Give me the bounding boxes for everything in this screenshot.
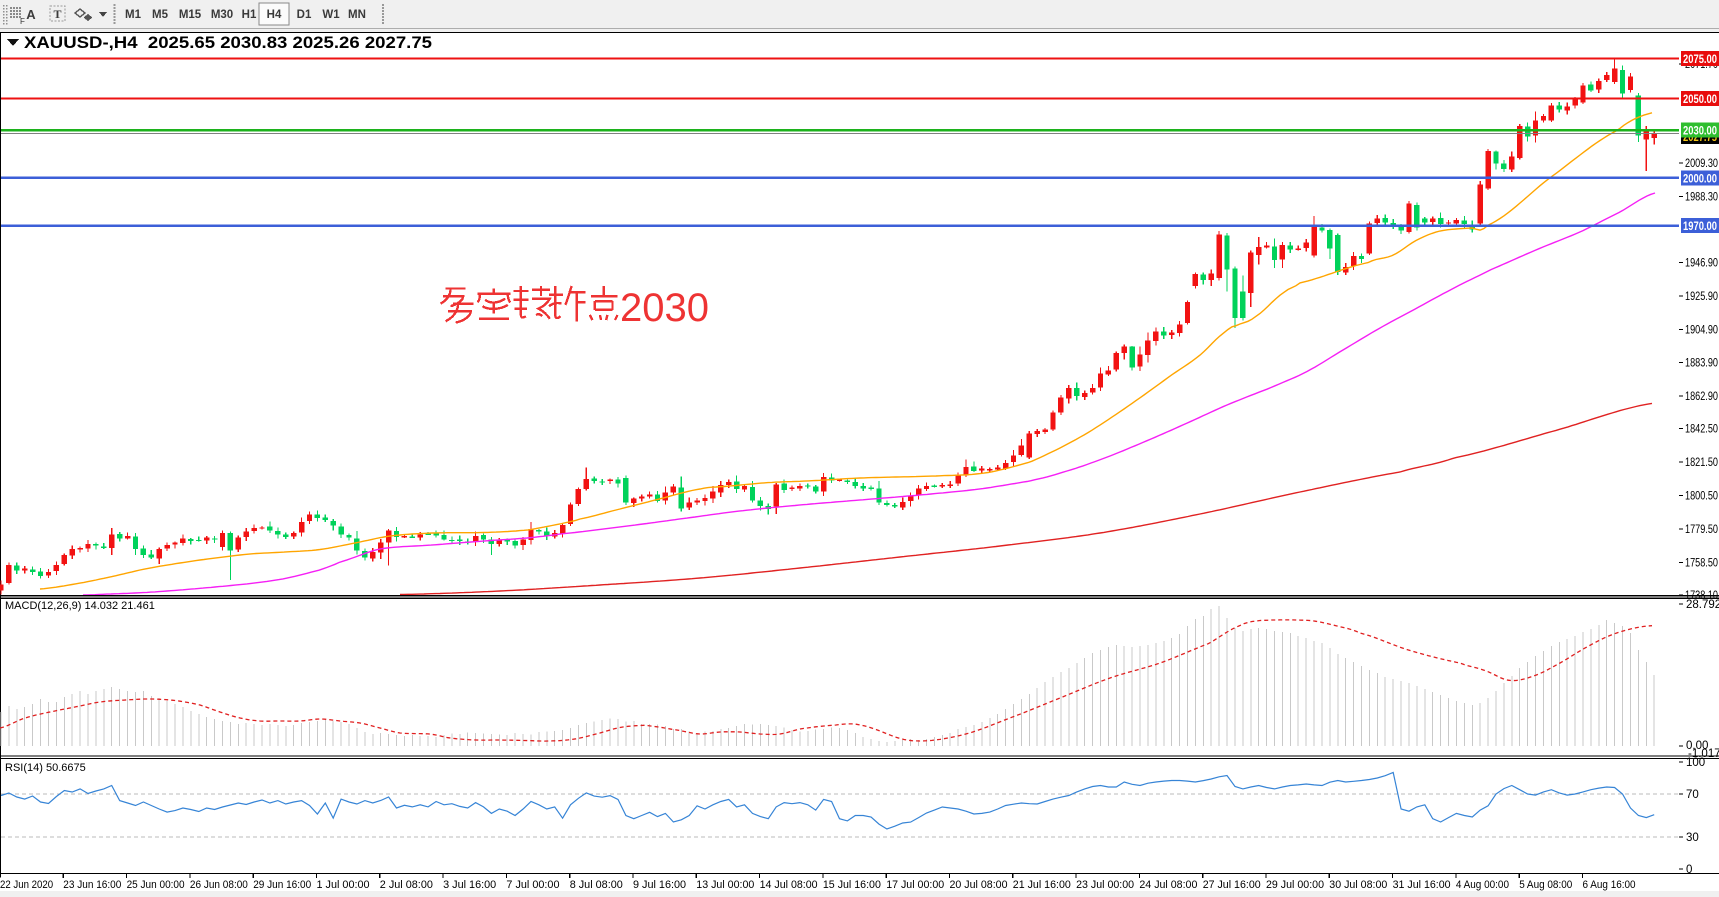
svg-text:2075.00: 2075.00 <box>1683 54 1717 66</box>
svg-text:27 Jul 16:00: 27 Jul 16:00 <box>1203 879 1261 891</box>
svg-text:H1: H1 <box>242 9 257 21</box>
svg-text:2000.00: 2000.00 <box>1683 173 1717 185</box>
svg-text:1779.50: 1779.50 <box>1685 524 1718 536</box>
svg-text:2050.00: 2050.00 <box>1683 94 1717 106</box>
svg-text:1738.10: 1738.10 <box>1685 590 1718 602</box>
svg-text:1988.30: 1988.30 <box>1685 192 1718 204</box>
svg-text:-1.017: -1.017 <box>1688 748 1719 760</box>
svg-text:1883.90: 1883.90 <box>1685 358 1718 370</box>
svg-text:26 Jun 08:00: 26 Jun 08:00 <box>190 879 248 891</box>
svg-text:W1: W1 <box>322 9 340 21</box>
svg-text:T: T <box>53 7 61 21</box>
svg-text:H4: H4 <box>267 9 282 21</box>
svg-text:20 Jul 08:00: 20 Jul 08:00 <box>950 879 1008 891</box>
svg-text:M1: M1 <box>125 9 142 21</box>
svg-text:1946.90: 1946.90 <box>1685 257 1718 269</box>
svg-text:24 Jul 08:00: 24 Jul 08:00 <box>1139 879 1197 891</box>
svg-text:RSI(14) 50.6675: RSI(14) 50.6675 <box>5 762 86 774</box>
svg-text:2030: 2030 <box>620 286 709 330</box>
svg-text:F: F <box>20 17 25 26</box>
svg-text:6 Aug 16:00: 6 Aug 16:00 <box>1583 879 1636 891</box>
svg-text:0.00: 0.00 <box>1686 740 1708 752</box>
svg-text:1970.00: 1970.00 <box>1683 221 1717 233</box>
svg-text:14 Jul 08:00: 14 Jul 08:00 <box>760 879 818 891</box>
svg-text:23 Jun 16:00: 23 Jun 16:00 <box>63 879 121 891</box>
svg-text:3 Jul 16:00: 3 Jul 16:00 <box>443 879 496 891</box>
svg-text:1842.50: 1842.50 <box>1685 424 1718 436</box>
svg-text:5 Aug 08:00: 5 Aug 08:00 <box>1519 879 1572 891</box>
svg-text:D1: D1 <box>297 9 312 21</box>
svg-text:4 Aug 00:00: 4 Aug 00:00 <box>1456 879 1509 891</box>
svg-text:2009.30: 2009.30 <box>1685 158 1718 170</box>
svg-text:70: 70 <box>1686 789 1699 801</box>
svg-text:28.792: 28.792 <box>1686 599 1719 611</box>
svg-text:17 Jul 00:00: 17 Jul 00:00 <box>886 879 944 891</box>
svg-text:1904.90: 1904.90 <box>1685 324 1718 336</box>
svg-text:M30: M30 <box>211 9 233 21</box>
svg-text:30: 30 <box>1686 832 1699 844</box>
svg-text:MACD(12,26,9) 14.032 21.461: MACD(12,26,9) 14.032 21.461 <box>5 600 155 612</box>
svg-text:15 Jul 16:00: 15 Jul 16:00 <box>823 879 881 891</box>
svg-text:25 Jun 00:00: 25 Jun 00:00 <box>127 879 185 891</box>
svg-text:29 Jul 00:00: 29 Jul 00:00 <box>1266 879 1324 891</box>
svg-text:M5: M5 <box>152 9 169 21</box>
svg-text:1925.90: 1925.90 <box>1685 291 1718 303</box>
svg-text:30 Jul 08:00: 30 Jul 08:00 <box>1329 879 1387 891</box>
svg-text:MN: MN <box>348 9 366 21</box>
svg-text:1862.90: 1862.90 <box>1685 391 1718 403</box>
svg-text:8 Jul 08:00: 8 Jul 08:00 <box>570 879 623 891</box>
svg-text:100: 100 <box>1686 757 1705 769</box>
svg-text:22 Jun 2020: 22 Jun 2020 <box>0 879 53 891</box>
svg-text:9 Jul 16:00: 9 Jul 16:00 <box>633 879 686 891</box>
svg-text:2030.00: 2030.00 <box>1683 126 1717 138</box>
svg-text:M15: M15 <box>179 9 202 21</box>
svg-text:29 Jun 16:00: 29 Jun 16:00 <box>253 879 311 891</box>
svg-text:1 Jul 00:00: 1 Jul 00:00 <box>317 879 370 891</box>
svg-text:1821.50: 1821.50 <box>1685 457 1718 469</box>
svg-text:21 Jul 16:00: 21 Jul 16:00 <box>1013 879 1071 891</box>
svg-text:7 Jul 00:00: 7 Jul 00:00 <box>506 879 559 891</box>
svg-text:A: A <box>26 7 36 22</box>
svg-text:2 Jul 08:00: 2 Jul 08:00 <box>380 879 433 891</box>
svg-text:0: 0 <box>1686 864 1692 876</box>
svg-text:1800.50: 1800.50 <box>1685 491 1718 503</box>
svg-text:23 Jul 00:00: 23 Jul 00:00 <box>1076 879 1134 891</box>
svg-text:1758.50: 1758.50 <box>1685 557 1718 569</box>
svg-text:31 Jul 16:00: 31 Jul 16:00 <box>1393 879 1451 891</box>
svg-text:13 Jul 00:00: 13 Jul 00:00 <box>696 879 754 891</box>
svg-text:XAUUSD-,H4 2025.65 2030.83 20: XAUUSD-,H4 2025.65 2030.83 2025.26 2027.… <box>24 34 432 52</box>
